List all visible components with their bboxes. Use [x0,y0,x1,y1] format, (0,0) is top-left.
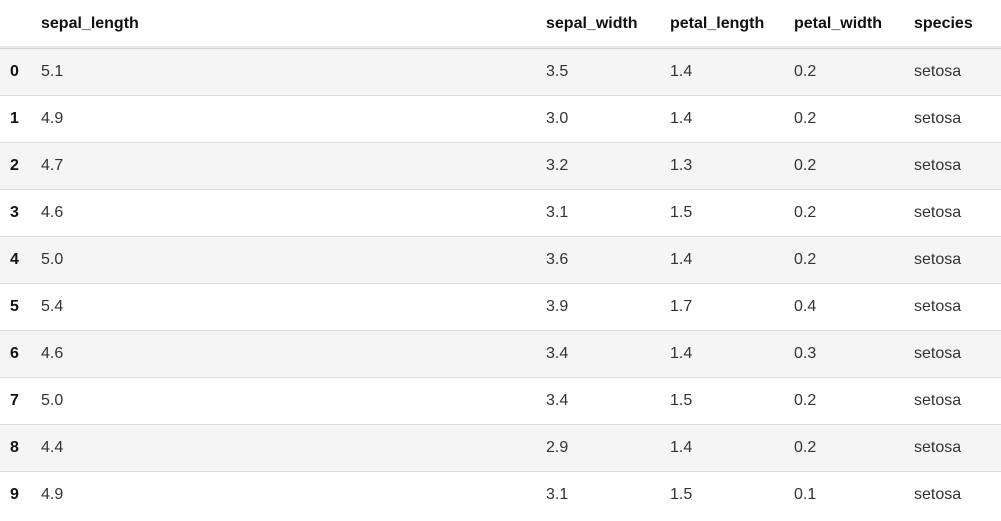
cell-petal-length: 1.5 [670,377,794,425]
row-index: 9 [10,486,19,504]
table-row: 3 4.6 3.1 1.5 0.2 setosa [0,189,1001,237]
table-row: 0 5.1 3.5 1.4 0.2 setosa [0,48,1001,96]
cell-sepal-length: 4.7 [30,142,546,190]
cell-species: setosa [914,95,1001,143]
row-index: 8 [0,424,30,472]
cell-petal-width: 0.2 [794,236,914,284]
cell-sepal-width: 2.9 [546,424,670,472]
cell-petal-length: 1.4 [670,330,794,378]
cell-petal-width: 0.2 [794,142,914,190]
cell-sepal-length: 5.0 [30,236,546,284]
index-column-header [0,0,30,49]
table-row: 9 4.9 3.1 1.5 0.1 setosa [0,471,1001,519]
cell-petal-width: 0.1 [794,486,817,504]
cell-species: setosa [914,283,1001,331]
cell-sepal-length: 5.0 [30,377,546,425]
cell-petal-width: 0.3 [794,330,914,378]
cell-sepal-width: 3.0 [546,95,670,143]
cell-sepal-width: 3.2 [546,142,670,190]
cell-sepal-width: 3.1 [546,189,670,237]
table-row: 8 4.4 2.9 1.4 0.2 setosa [0,424,1001,472]
cell-sepal-width: 3.4 [546,330,670,378]
cell-petal-width: 0.4 [794,283,914,331]
row-index: 3 [0,189,30,237]
column-header-petal-length: petal_length [670,0,794,49]
column-header-sepal-width: sepal_width [546,0,670,49]
table-row: 6 4.6 3.4 1.4 0.3 setosa [0,330,1001,378]
cell-sepal-length: 4.9 [30,95,546,143]
cell-sepal-length: 5.4 [30,283,546,331]
cell-petal-length: 1.7 [670,283,794,331]
cell-sepal-width: 3.6 [546,236,670,284]
cell-petal-length: 1.4 [670,95,794,143]
table-row: 2 4.7 3.2 1.3 0.2 setosa [0,142,1001,190]
cell-sepal-length: 4.9 [41,486,64,504]
table-row: 7 5.0 3.4 1.5 0.2 setosa [0,377,1001,425]
cell-petal-width: 0.2 [794,189,914,237]
column-header-species: species [914,0,1001,49]
column-header-petal-width: petal_width [794,0,914,49]
table-row: 5 5.4 3.9 1.7 0.4 setosa [0,283,1001,331]
cell-species: setosa [914,142,1001,190]
cell-species: setosa [914,48,1001,96]
row-index: 2 [0,142,30,190]
cell-sepal-width: 3.1 [546,486,569,504]
cell-petal-length: 1.3 [670,142,794,190]
row-index: 5 [0,283,30,331]
cell-species: setosa [914,189,1001,237]
cell-sepal-length: 5.1 [30,48,546,96]
cell-species: setosa [914,424,1001,472]
cell-sepal-width: 3.4 [546,377,670,425]
row-index: 0 [0,48,30,96]
cell-sepal-length: 4.4 [30,424,546,472]
table-row: 1 4.9 3.0 1.4 0.2 setosa [0,95,1001,143]
cell-petal-length: 1.5 [670,189,794,237]
cell-petal-length: 1.4 [670,236,794,284]
column-header-sepal-length: sepal_length [30,0,546,49]
row-index: 4 [0,236,30,284]
cell-petal-length: 1.4 [670,424,794,472]
cell-petal-width: 0.2 [794,377,914,425]
cell-species: setosa [914,330,1001,378]
row-index: 1 [0,95,30,143]
cell-petal-length: 1.4 [670,48,794,96]
row-index: 6 [0,330,30,378]
cell-species: setosa [914,236,1001,284]
cell-petal-width: 0.2 [794,48,914,96]
row-index: 7 [0,377,30,425]
cell-species: setosa [914,486,962,504]
cell-sepal-width: 3.9 [546,283,670,331]
table-body: 0 5.1 3.5 1.4 0.2 setosa 1 4.9 3.0 1.4 0… [0,48,1001,519]
cell-petal-width: 0.2 [794,424,914,472]
cell-petal-width: 0.2 [794,95,914,143]
table-row: 4 5.0 3.6 1.4 0.2 setosa [0,236,1001,284]
table-header: sepal_length sepal_width petal_length pe… [0,0,1001,49]
header-row: sepal_length sepal_width petal_length pe… [0,0,1001,49]
cell-petal-length: 1.5 [670,486,693,504]
cell-species: setosa [914,377,1001,425]
cell-sepal-length: 4.6 [30,330,546,378]
cell-sepal-width: 3.5 [546,48,670,96]
cell-sepal-length: 4.6 [30,189,546,237]
